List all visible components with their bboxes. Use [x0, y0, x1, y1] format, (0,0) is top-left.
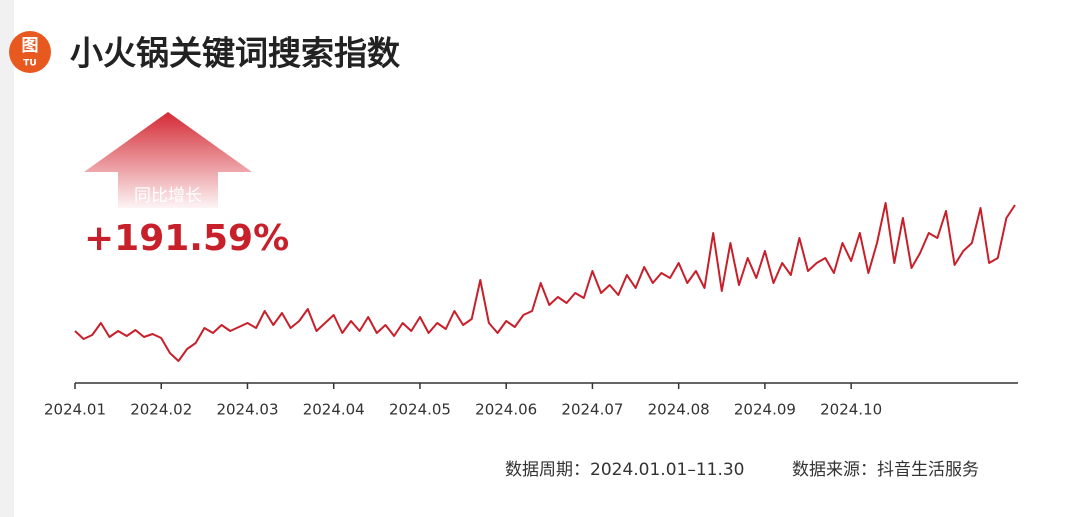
annotation-label: 同比增长 [134, 186, 202, 206]
side-strip [0, 0, 14, 517]
logo-main: 图 [22, 36, 39, 56]
x-tick-label: 2024.05 [389, 401, 451, 419]
x-tick-label: 2024.01 [44, 401, 106, 419]
growth-arrow [84, 112, 252, 208]
x-tick-label: 2024.10 [820, 401, 882, 419]
footnote-period: 数据周期：2024.01.01–11.30 [505, 460, 745, 480]
x-tick-label: 2024.06 [475, 401, 537, 419]
x-tick-label: 2024.09 [734, 401, 796, 419]
data-line [74, 202, 1016, 362]
logo-sub: TU [23, 59, 36, 69]
x-tick-label: 2024.03 [216, 401, 278, 419]
x-tick-label: 2024.04 [303, 401, 365, 419]
footnote-source: 数据来源：抖音生活服务 [792, 460, 979, 480]
logo-badge [9, 31, 51, 73]
x-tick-label: 2024.02 [130, 401, 192, 419]
x-tick-label: 2024.07 [561, 401, 623, 419]
annotation-value: +191.59% [84, 218, 289, 259]
x-tick-label: 2024.08 [648, 401, 710, 419]
chart-title: 小火锅关键词搜索指数 [70, 34, 401, 73]
